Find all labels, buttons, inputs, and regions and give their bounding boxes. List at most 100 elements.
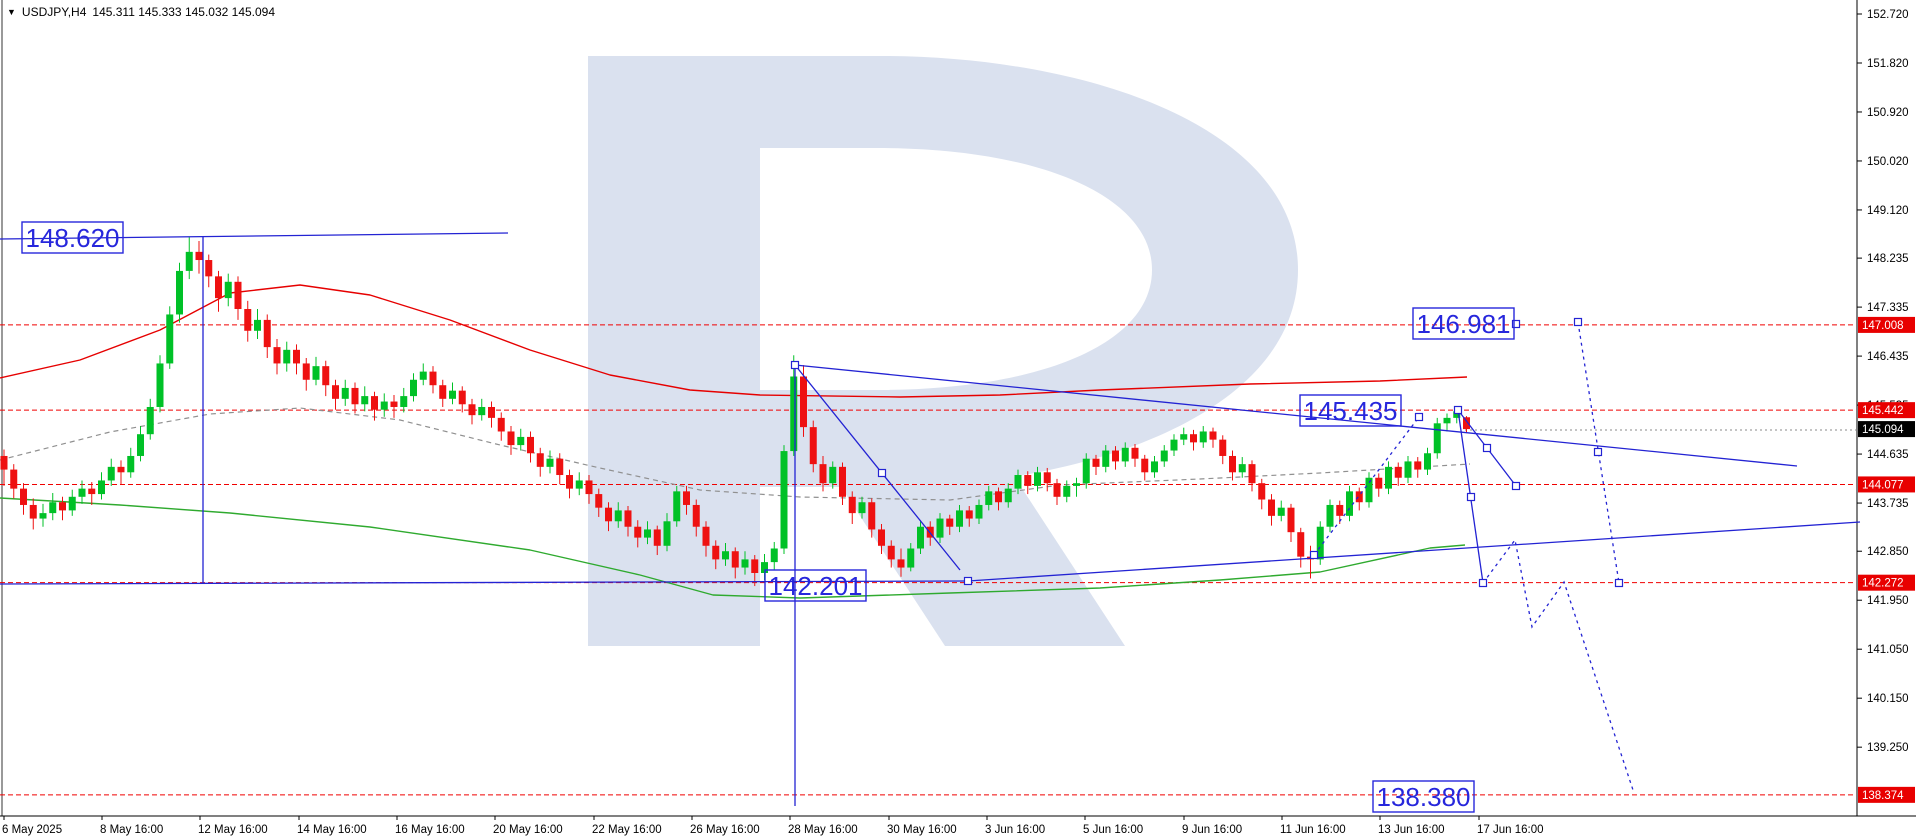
candle-body [1170, 439, 1178, 451]
selection-handle[interactable] [1593, 447, 1603, 457]
annotation-box-138.380[interactable] [1372, 780, 1475, 813]
annotation-text[interactable]: 148.620 [26, 223, 120, 253]
candle-body [751, 559, 759, 573]
candle-body [995, 491, 1002, 503]
selection-handle[interactable] [1453, 405, 1463, 415]
candle-body [1258, 483, 1266, 500]
annotation-text[interactable]: 142.201 [769, 571, 863, 601]
price-level-lines[interactable] [0, 324, 1856, 796]
selection-handle[interactable] [877, 468, 887, 478]
selection-handle[interactable] [1511, 319, 1521, 329]
trend-lines[interactable] [0, 232, 1861, 806]
candle-body [59, 502, 66, 511]
candle-body [341, 387, 349, 399]
candle-body [205, 260, 213, 277]
candle-body [351, 387, 359, 405]
candle-body [49, 502, 57, 514]
time-tick-label: 14 May 16:00 [297, 824, 367, 836]
candle-body [985, 491, 993, 505]
trendline-handles[interactable] [790, 317, 1624, 588]
candle-body [410, 379, 417, 397]
price-axis[interactable]: 152.720 151.820 150.920 150.020 149.120 148.2… [1857, 9, 1915, 803]
candle-body [1248, 464, 1256, 484]
selection-handle[interactable] [1614, 578, 1624, 588]
candle-body [244, 309, 252, 331]
candle-body [839, 466, 846, 497]
price-tick-label: 152.720 [1867, 9, 1909, 21]
dropdown-arrow-icon[interactable]: ▼ [7, 7, 16, 17]
candle-body [156, 363, 164, 407]
annotation-box-145.435[interactable] [1299, 394, 1402, 427]
candle-body [1346, 491, 1353, 516]
candle-body [1424, 453, 1431, 470]
price-tick-label: 150.920 [1867, 107, 1909, 119]
selection-handle[interactable] [1309, 550, 1319, 560]
selection-handle[interactable] [1478, 578, 1488, 588]
ohlc-values: 145.311 145.333 145.032 145.094 [92, 5, 276, 19]
candle-body [605, 507, 612, 522]
annotation-text[interactable]: 146.981 [1417, 309, 1511, 339]
selection-handle[interactable] [963, 576, 973, 586]
candle-body [1316, 526, 1324, 560]
candle-body [1014, 475, 1022, 489]
selection-handle[interactable] [790, 360, 800, 370]
price-tick-label: 141.950 [1867, 595, 1909, 607]
price-tick-label: 144.635 [1867, 449, 1909, 461]
trendline-impulse-28may[interactable] [794, 364, 961, 571]
price-tick-label: 143.735 [1867, 498, 1909, 510]
annotation-box-142.201[interactable] [764, 569, 867, 602]
trendline-forecast-zigzag[interactable] [1482, 538, 1635, 794]
annotation-labels[interactable]: 148.620 146.981 145.435 142.201 138.380 [21, 221, 1515, 813]
trendline-support-rising[interactable] [967, 521, 1861, 582]
ma-red [0, 284, 1468, 398]
candle-body [1336, 504, 1344, 516]
price-badge-text: 144.077 [1862, 479, 1904, 491]
candle-body [468, 404, 476, 416]
candle-body [644, 529, 651, 538]
selection-handle[interactable] [1414, 412, 1424, 422]
candle-body [1414, 461, 1422, 470]
selection-handle[interactable] [1573, 317, 1583, 327]
price-tick-label: 146.435 [1867, 351, 1909, 363]
trendline-support-flat[interactable] [0, 580, 969, 585]
candle-body [332, 385, 339, 399]
symbol-title: ▼ USDJPY,H4 145.311 145.333 145.032 145.… [7, 5, 275, 19]
candle-body [566, 475, 573, 489]
time-axis[interactable]: 6 May 2025 8 May 16:00 12 May 16:00 14 May … [2, 816, 1544, 836]
annotation-text[interactable]: 138.380 [1377, 782, 1471, 812]
price-badge-text: 138.374 [1862, 790, 1904, 802]
candle-body [1024, 475, 1032, 486]
price-tick-label: 141.050 [1867, 644, 1909, 656]
candle-body [1326, 504, 1334, 527]
candle-body [439, 385, 447, 399]
trendline-dashed-rally[interactable] [1313, 416, 1420, 556]
candle-body [1073, 483, 1080, 486]
annotation-box-148.620[interactable] [21, 221, 124, 254]
candle-body [624, 510, 632, 527]
candle-body [878, 529, 885, 546]
ma-gray-dashed [0, 407, 1471, 501]
candle-body [0, 455, 8, 470]
candle-body [1219, 439, 1227, 456]
candle-body [1102, 450, 1110, 467]
candle-body [907, 548, 915, 568]
candle-body [137, 434, 144, 456]
annotation-text[interactable]: 145.435 [1304, 396, 1398, 426]
trendline-resistance-descending[interactable] [794, 364, 1798, 467]
selection-handle[interactable] [1511, 481, 1521, 491]
candle-body [29, 504, 37, 519]
annotation-box-146.981[interactable] [1412, 307, 1515, 340]
watermark-leg [830, 470, 1125, 646]
candle-body [702, 526, 710, 546]
ma-green [0, 497, 1466, 599]
candle-body [770, 548, 778, 563]
time-tick-label: 11 Jun 16:00 [1280, 824, 1346, 836]
price-tick-label: 140.150 [1867, 693, 1909, 705]
candle-body [517, 436, 525, 446]
trendline-projection-steep-dashed[interactable] [1577, 321, 1620, 584]
selection-handle[interactable] [1466, 492, 1476, 502]
plot-borders [0, 0, 1916, 817]
trendline-resistance-14862[interactable] [0, 232, 509, 240]
selection-handle[interactable] [1482, 443, 1492, 453]
